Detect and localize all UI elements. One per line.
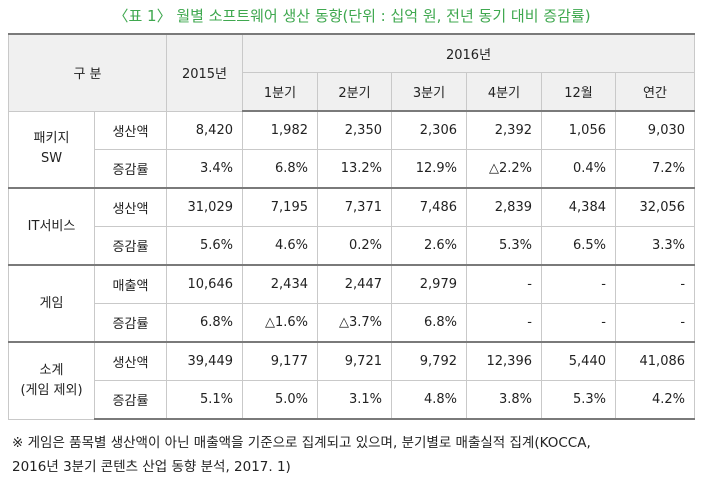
group-label-line1: IT서비스 [27, 218, 76, 234]
value-cell: 9,721 [317, 341, 392, 381]
table-row: 증감률 6.8% △1.6% △3.7% 6.8% - - - [9, 303, 696, 343]
footnote: ※ 게임은 품목별 생산액이 아닌 매출액을 기준으로 집계되고 있으며, 분기… [12, 431, 698, 479]
row-label: 증감률 [94, 303, 167, 343]
value-cell: - [614, 264, 696, 304]
table-title: 〈표 1〉 월별 소프트웨어 생산 동향(단위 : 십억 원, 전년 동기 대비… [113, 7, 591, 25]
value-cell: 3.8% [466, 380, 542, 420]
value-cell: 2.6% [391, 226, 467, 266]
value-cell: △3.7% [317, 303, 392, 343]
value-cell: 3.3% [614, 226, 696, 266]
value-cell: 5.3% [466, 226, 542, 266]
software-production-table: 구 분 2015년 2016년 1분기 2분기 3분기 4분기 12월 연간 패… [8, 33, 696, 420]
period-header: 12월 [541, 72, 616, 112]
value-cell: 2,839 [466, 187, 542, 227]
value-cell: 5.0% [242, 380, 318, 420]
value-cell: - [466, 303, 542, 343]
group-label-line2: (게임 제외) [20, 382, 83, 398]
value-cell: 5,440 [541, 341, 616, 381]
value-cell: - [541, 264, 616, 304]
value-cell: 5.3% [541, 380, 616, 420]
value-cell: 2,392 [466, 110, 542, 150]
row-label: 증감률 [94, 380, 167, 420]
value-cell: 4,384 [541, 187, 616, 227]
table-row: 패키지 SW 생산액 8,420 1,982 2,350 2,306 2,392 1,056 9,… [8, 110, 696, 189]
value-cell: 2,350 [317, 110, 392, 150]
year-2015-header: 2015년 [166, 33, 243, 112]
value-cell: 1,056 [541, 110, 616, 150]
period-header: 4분기 [466, 72, 542, 112]
table-row: 증감률 5.1% 5.0% 3.1% 4.8% 3.8% 5.3% 4.2% [9, 380, 696, 420]
value-cell: 3.1% [317, 380, 392, 420]
value-cell: 9,177 [242, 341, 318, 381]
value-cell: 6.8% [166, 303, 243, 343]
table-row: 증감률 5.6% 4.6% 0.2% 2.6% 5.3% 6.5% 3.3% [9, 226, 696, 266]
footnote-line-1: ※ 게임은 품목별 생산액이 아닌 매출액을 기준으로 집계되고 있으며, 분기… [12, 435, 591, 451]
category-header: 구 분 [8, 33, 167, 112]
table-row: 게임 매출액 10,646 2,434 2,447 2,979- - - [8, 264, 696, 343]
row-label: 생산액 [94, 187, 167, 227]
value-cell: 3.4% [166, 149, 243, 189]
period-header: 3분기 [391, 72, 467, 112]
group-label: 소계 (게임 제외) [8, 341, 95, 420]
value-cell: △2.2% [466, 149, 542, 189]
group-label-line1: 소계 [39, 362, 64, 378]
value-cell: 2,979 [391, 264, 467, 304]
header-row-1: 구 분 2015년 2016년 [8, 33, 696, 112]
value-cell: 39,449 [166, 341, 243, 381]
table-row: 증감률 3.4% 6.8% 13.2% 12.9% △2.2% 0.4% 7.2% [9, 149, 696, 189]
value-cell: 31,029 [166, 187, 243, 227]
row-label: 생산액 [94, 110, 167, 150]
group-label-line1: 패키지 [33, 131, 70, 147]
period-header: 연간 [614, 72, 696, 112]
value-cell: 5.1% [166, 380, 243, 420]
value-cell: 0.2% [317, 226, 392, 266]
value-cell: 4.8% [391, 380, 467, 420]
group-label: 패키지 SW [8, 110, 95, 189]
year-2016-header: 2016년 [241, 33, 696, 73]
value-cell: 32,056 [614, 187, 696, 227]
value-cell: 4.6% [242, 226, 318, 266]
group-label-line1: 게임 [39, 295, 64, 311]
value-cell: 9,030 [614, 110, 696, 150]
value-cell: 6.8% [391, 303, 467, 343]
value-cell: 13.2% [317, 149, 392, 189]
value-cell: 5.6% [166, 226, 243, 266]
group-label: 게임 [8, 264, 95, 343]
value-cell: - [614, 303, 696, 343]
value-cell: 10,646 [166, 264, 243, 304]
row-label: 생산액 [94, 341, 167, 381]
table-body: 패키지 SW 생산액 8,420 1,982 2,350 2,306 2,392 1,056 9,… [8, 110, 696, 420]
period-header: 2분기 [317, 72, 392, 112]
value-cell: △1.6% [242, 303, 318, 343]
value-cell: 1,982 [242, 110, 318, 150]
value-cell: - [541, 303, 616, 343]
group-label: IT서비스 [8, 187, 95, 266]
value-cell: - [466, 264, 542, 304]
value-cell: 2,434 [242, 264, 318, 304]
header-row-2: 1분기 2분기 3분기 4분기 12월 연간 [9, 72, 696, 112]
value-cell: 8,420 [166, 110, 243, 150]
value-cell: 12,396 [466, 341, 542, 381]
group-label-line2: SW [40, 151, 63, 167]
table-row: 소계 (게임 제외) 생산액 39,449 9,177 9,721 9,792 12,396 5… [8, 341, 696, 420]
value-cell: 6.8% [242, 149, 318, 189]
period-header: 1분기 [242, 72, 318, 112]
value-cell: 9,792 [391, 341, 467, 381]
footnote-line-2: 2016년 3분기 콘텐츠 산업 동향 분석, 2017. 1) [12, 459, 291, 475]
value-cell: 7,371 [317, 187, 392, 227]
value-cell: 6.5% [541, 226, 616, 266]
value-cell: 7,486 [391, 187, 467, 227]
value-cell: 2,306 [391, 110, 467, 150]
table-row: IT서비스 생산액 31,029 7,195 7,371 7,486 2,839 4,384 3… [8, 187, 696, 266]
value-cell: 4.2% [614, 380, 696, 420]
value-cell: 0.4% [541, 149, 616, 189]
row-label: 증감률 [94, 226, 167, 266]
value-cell: 41,086 [614, 341, 696, 381]
value-cell: 12.9% [391, 149, 467, 189]
value-cell: 7,195 [242, 187, 318, 227]
row-label: 증감률 [94, 149, 167, 189]
row-label: 매출액 [94, 264, 167, 304]
value-cell: 7.2% [614, 149, 696, 189]
value-cell: 2,447 [317, 264, 392, 304]
